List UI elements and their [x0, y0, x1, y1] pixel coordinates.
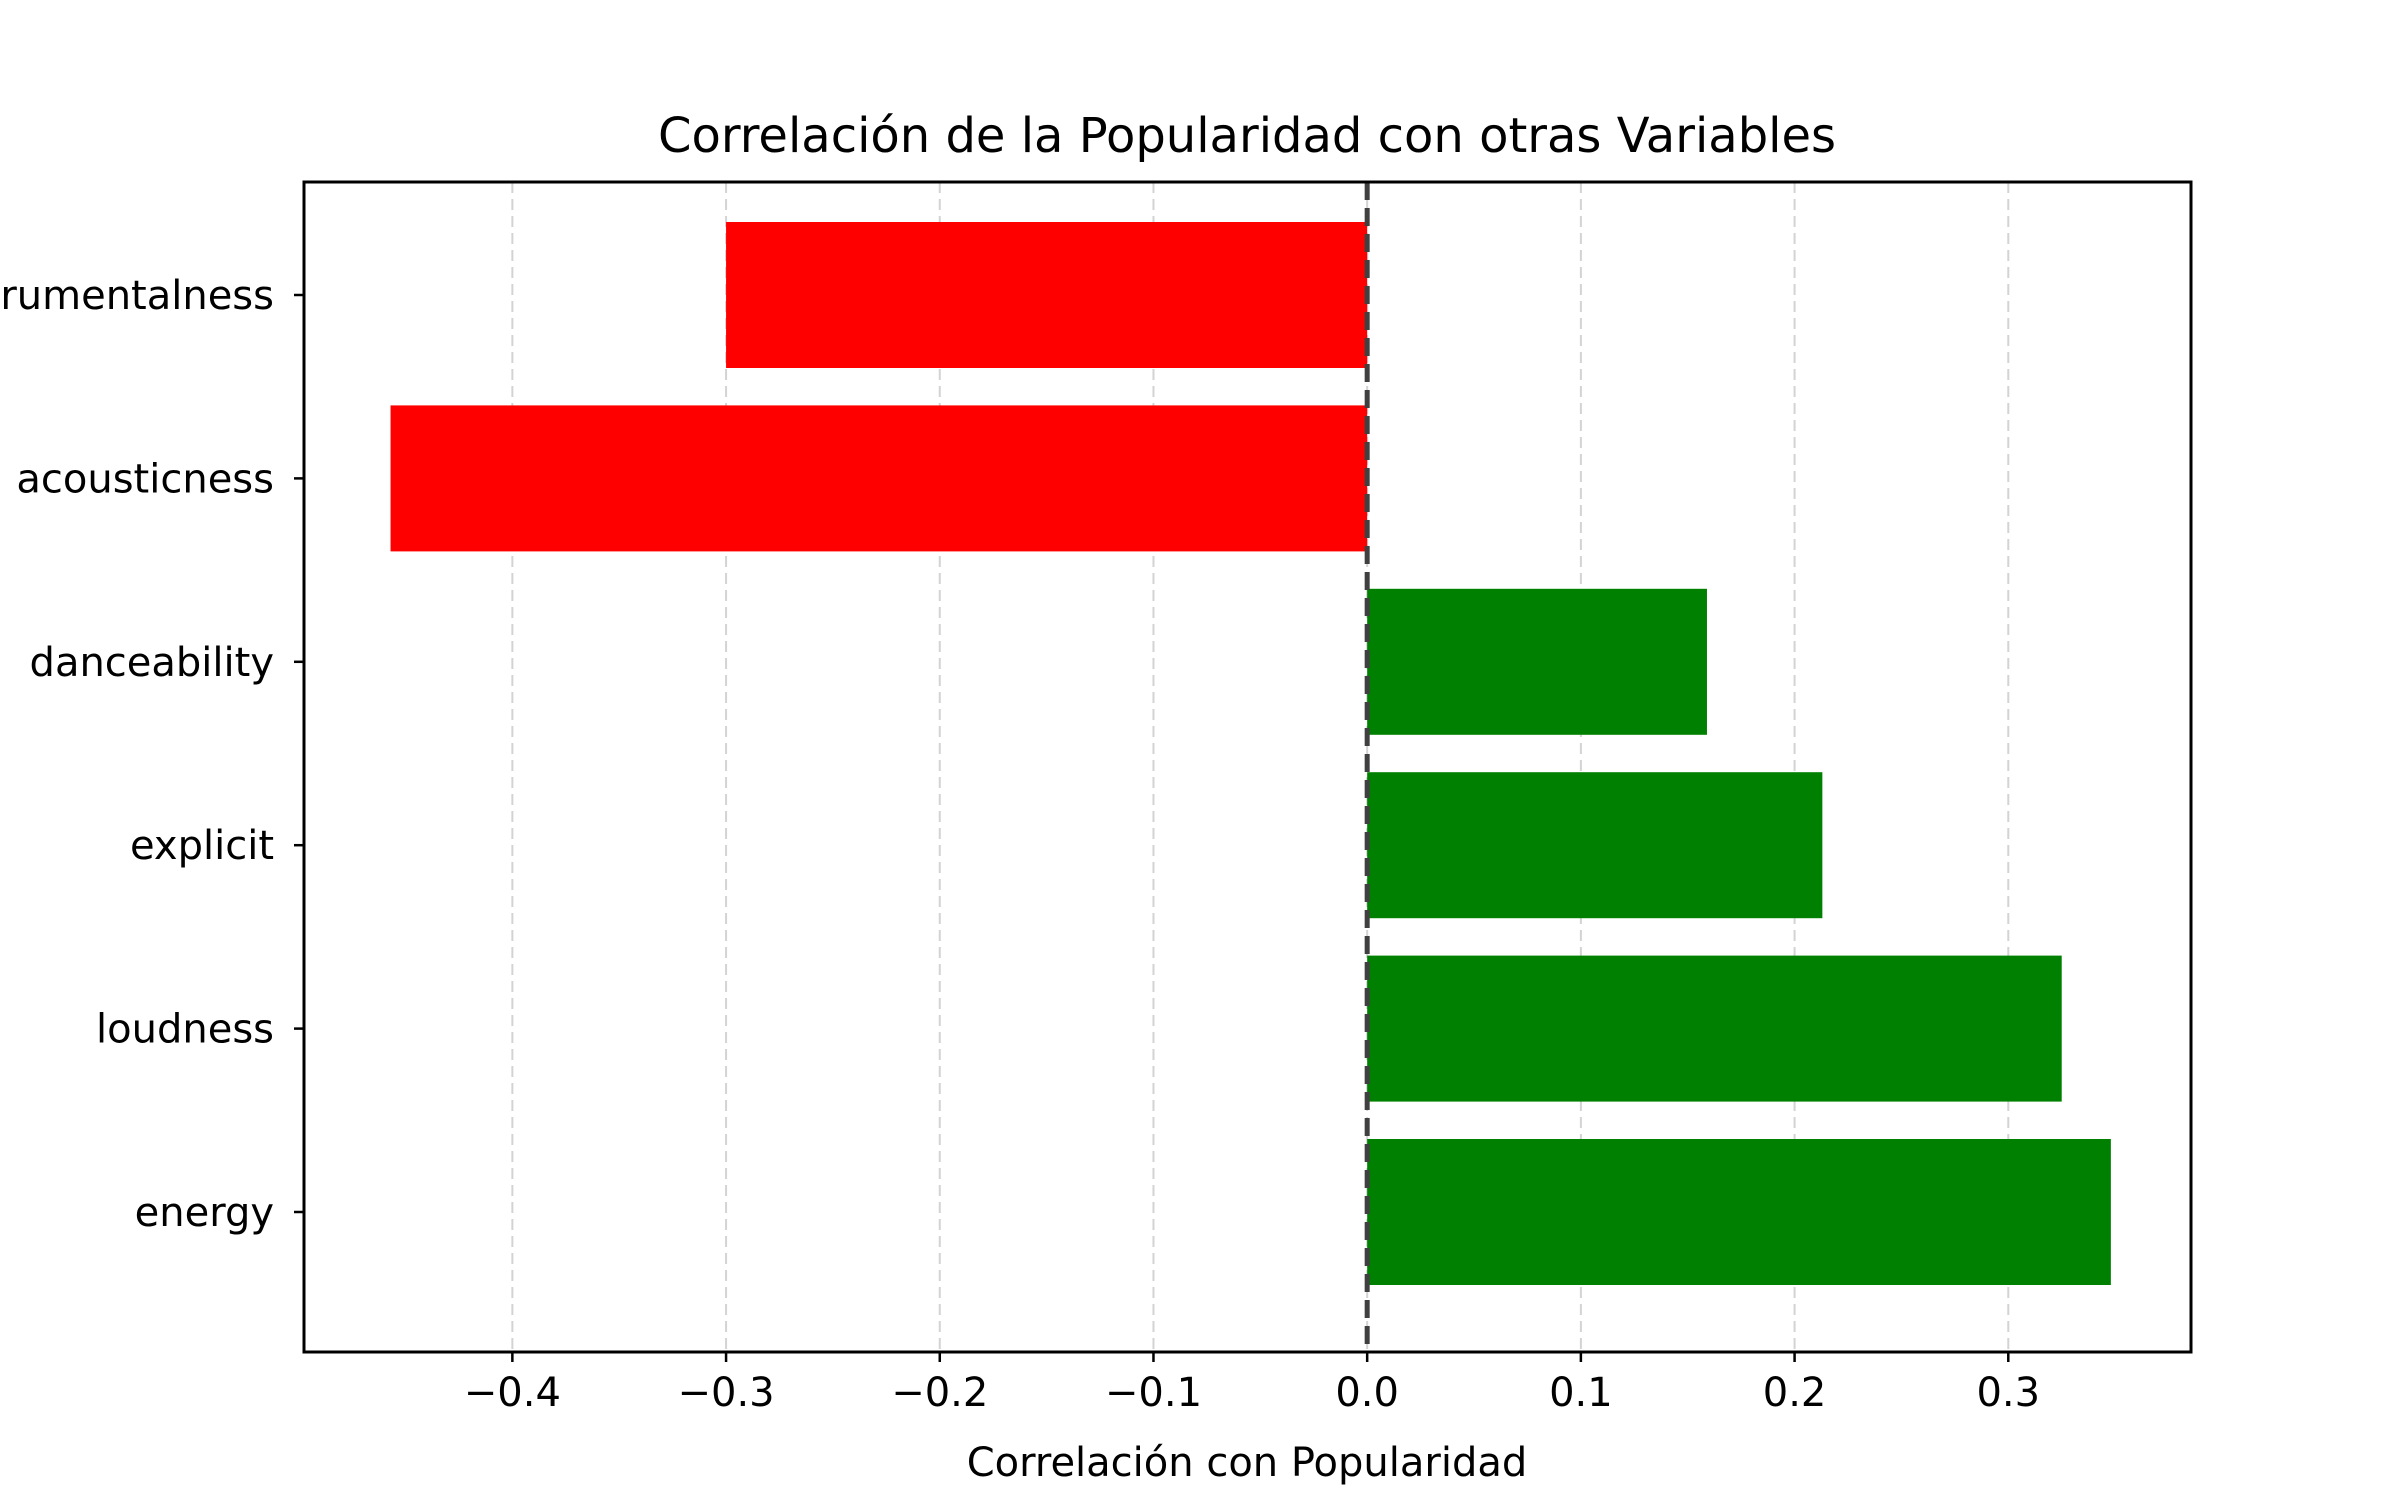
y-tick-label: instrumentalness — [0, 273, 274, 319]
y-tick-label: acousticness — [16, 456, 274, 502]
chart-title: Correlación de la Popularidad con otras … — [658, 108, 1836, 164]
bar-loudness — [1367, 955, 2062, 1102]
bar-acousticness — [390, 405, 1368, 552]
bar-instrumentalness — [726, 222, 1368, 368]
x-tick-label: −0.4 — [464, 1370, 561, 1416]
x-axis: −0.4 −0.3 −0.2 −0.1 0.0 0.1 0.2 0.3 — [464, 1352, 2040, 1416]
y-tick-label: energy — [135, 1190, 274, 1236]
x-tick-label: −0.2 — [891, 1370, 988, 1416]
x-tick-label: 0.1 — [1549, 1370, 1613, 1416]
x-tick-label: −0.3 — [677, 1370, 774, 1416]
x-tick-label: 0.2 — [1763, 1370, 1827, 1416]
y-tick-label: explicit — [130, 823, 274, 869]
bars-layer — [390, 222, 2111, 1285]
x-tick-label: 0.3 — [1976, 1370, 2040, 1416]
x-axis-label: Correlación con Popularidad — [967, 1440, 1528, 1486]
y-tick-label: danceability — [30, 640, 274, 686]
bar-explicit — [1367, 772, 1823, 919]
y-tick-label: loudness — [96, 1007, 274, 1053]
y-axis: energy loudness explicit danceability acoust… — [0, 273, 304, 1236]
bar-danceability — [1367, 588, 1707, 735]
x-tick-label: 0.0 — [1335, 1370, 1399, 1416]
x-tick-label: −0.1 — [1105, 1370, 1202, 1416]
plot-area-frame — [302, 180, 2193, 1354]
bar-energy — [1367, 1139, 2111, 1285]
